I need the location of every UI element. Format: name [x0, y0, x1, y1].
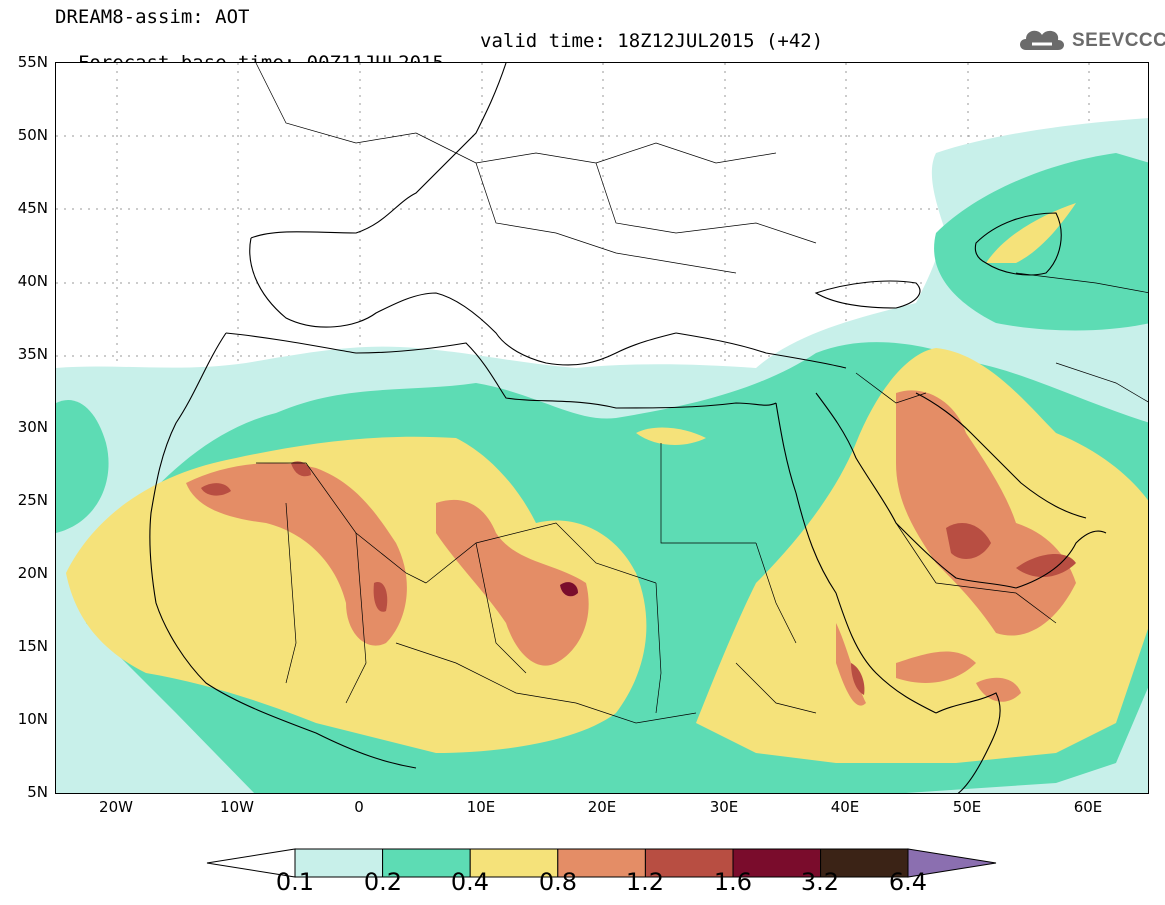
colorbar-label-0.2: 0.2	[363, 868, 403, 896]
lon-label-30e: 30E	[709, 798, 739, 816]
aot-map	[55, 62, 1149, 794]
colorbar	[206, 848, 997, 878]
lon-label-20w: 20W	[99, 798, 133, 816]
seevccc-logo: SEEVCCC	[1016, 22, 1165, 58]
lat-label-40n: 40N	[17, 272, 48, 290]
logo-text: SEEVCCC	[1072, 30, 1165, 51]
lat-label-55n: 55N	[17, 53, 48, 71]
colorbar-label-3.2: 3.2	[800, 868, 840, 896]
lon-label-10w: 10W	[220, 798, 254, 816]
lat-label-10n: 10N	[17, 710, 48, 728]
colorbar-label-0.4: 0.4	[450, 868, 490, 896]
aot-field-svg	[56, 63, 1148, 793]
colorbar-label-6.4: 6.4	[888, 868, 928, 896]
lon-label-60e: 60E	[1073, 798, 1103, 816]
colorbar-above-triangle	[907, 848, 997, 878]
aot-level-1.6	[560, 582, 578, 597]
lat-label-5n: 5N	[27, 783, 48, 801]
lat-label-15n: 15N	[17, 637, 48, 655]
colorbar-label-0.1: 0.1	[275, 868, 315, 896]
colorbar-label-0.8: 0.8	[538, 868, 578, 896]
lon-label-20e: 20E	[587, 798, 617, 816]
cloud-icon	[1020, 30, 1064, 50]
aot-level-1.2	[201, 461, 1076, 695]
lat-label-25n: 25N	[17, 491, 48, 509]
colorbar-box-0	[294, 848, 384, 878]
lon-label-10e: 10E	[466, 798, 496, 816]
map-title: DREAM8-assim: AOT	[55, 6, 250, 28]
colorbar-box-6	[820, 848, 909, 878]
valid-time: valid time: 18Z12JUL2015 (+42)	[480, 30, 824, 52]
colorbar-box-2	[469, 848, 559, 878]
lat-label-45n: 45N	[17, 199, 48, 217]
lon-label-40e: 40E	[830, 798, 860, 816]
lat-label-35n: 35N	[17, 345, 48, 363]
colorbar-box-1	[382, 848, 471, 878]
lon-label-50e: 50E	[952, 798, 982, 816]
colorbar-box-3	[557, 848, 646, 878]
colorbar-label-1.2: 1.2	[625, 868, 665, 896]
lat-label-20n: 20N	[17, 564, 48, 582]
colorbar-box-4	[644, 848, 734, 878]
country-borders	[255, 63, 1148, 724]
colorbar-label-1.6: 1.6	[713, 868, 753, 896]
lon-label-0: 0	[354, 798, 364, 816]
lat-label-50n: 50N	[17, 126, 48, 144]
lat-label-30n: 30N	[17, 418, 48, 436]
